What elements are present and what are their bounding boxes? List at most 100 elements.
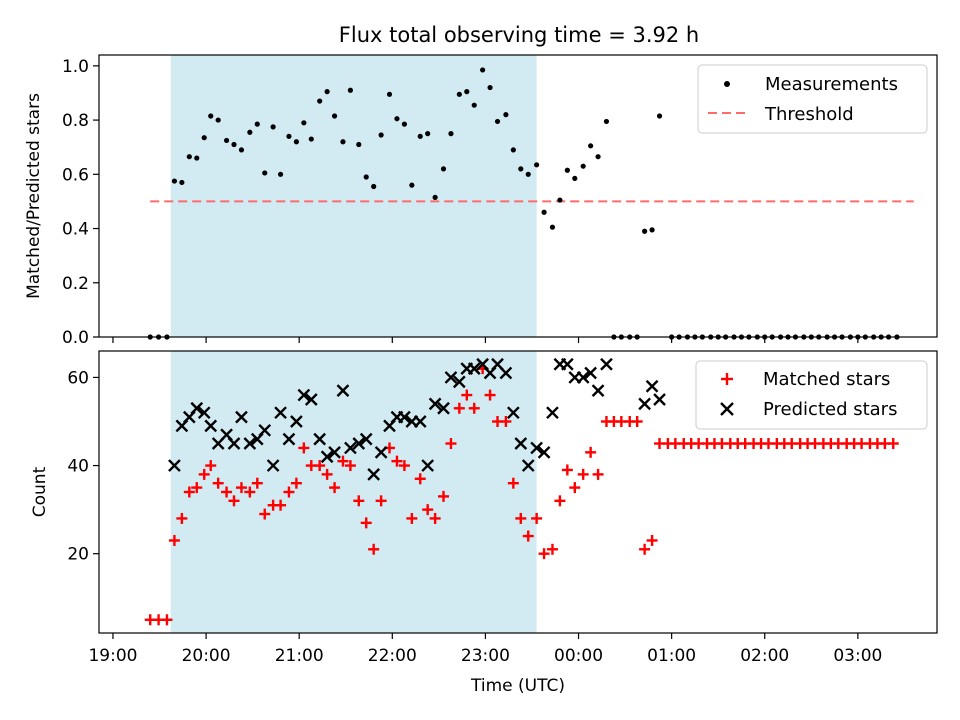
matched-star-point <box>176 512 188 524</box>
matched-star-point <box>515 512 527 524</box>
x-tick-label: 19:00 <box>88 646 137 666</box>
measurement-point <box>541 209 547 215</box>
predicted-star-point <box>168 459 181 472</box>
bottom-x-ticks: 19:00 20:00 21:00 22:00 23:00 00:00 01:00 02:00… <box>88 633 882 666</box>
matched-star-point <box>321 468 333 480</box>
measurement-point <box>254 121 260 127</box>
measurement-point <box>440 166 447 172</box>
predicted-star-point <box>190 401 204 415</box>
measurement-point <box>603 118 610 125</box>
predicted-star-point <box>584 366 597 380</box>
matched-star-point <box>522 530 534 542</box>
predicted-star-point <box>514 437 528 450</box>
measurement-point <box>179 179 185 186</box>
measurement-point <box>301 120 307 126</box>
matched-star-point <box>429 512 441 524</box>
measurement-point <box>642 228 648 234</box>
bottom-panel: 20 40 60 19:00 20:00 21:00 22:00 23:00 00:00 01:… <box>30 350 938 696</box>
measurement-point <box>340 139 346 145</box>
measurement-point <box>262 170 268 176</box>
predicted-star-point <box>467 362 481 375</box>
measurement-point <box>293 139 299 145</box>
measurement-point <box>378 132 384 138</box>
bottom-y-tick-label: 20 <box>67 545 89 565</box>
predicted-star-point <box>336 384 350 398</box>
bottom-y-ticks: 20 40 60 <box>67 368 99 565</box>
measurement-point <box>432 194 438 200</box>
legend-predicted-label: Predicted stars <box>763 399 897 420</box>
measurement-point <box>471 102 477 108</box>
matched-star-point <box>161 614 173 626</box>
predicted-star-point <box>653 393 666 406</box>
measurement-point <box>394 116 400 122</box>
measurement-point <box>286 133 292 139</box>
measurement-point <box>231 141 237 148</box>
predicted-star-point <box>638 397 651 411</box>
measurement-point <box>208 113 214 119</box>
x-tick-label: 23:00 <box>461 646 510 666</box>
matched-star-point <box>198 468 210 480</box>
matched-star-point <box>221 486 233 498</box>
measurement-point <box>317 98 323 104</box>
measurement-point <box>270 124 276 130</box>
matched-star-point <box>314 460 326 472</box>
predicted-star-point <box>367 468 381 481</box>
measurement-point <box>371 183 377 190</box>
predicted-star-point <box>304 393 318 406</box>
matched-star-point <box>406 512 418 524</box>
top-y-tick-label: 0.4 <box>62 220 89 240</box>
measurement-point <box>448 131 454 137</box>
measurement-point <box>494 118 501 125</box>
matched-star-point <box>538 548 550 560</box>
top-y-axis-label: Matched/Predicted stars <box>24 93 44 299</box>
measurement-point <box>363 174 369 180</box>
bottom-axes-frame <box>98 350 938 634</box>
matched-star-point <box>329 482 341 494</box>
matched-star-point <box>191 482 203 494</box>
bottom-legend: Matched stars Predicted stars <box>695 360 928 430</box>
measurement-point <box>277 171 284 177</box>
measurement-point <box>347 87 353 93</box>
predicted-star-point <box>437 401 450 415</box>
x-tick-label: 00:00 <box>554 646 603 666</box>
predicted-star-point <box>576 371 590 384</box>
matched-star-point <box>468 402 480 414</box>
matched-star-point <box>244 486 256 498</box>
matched-star-point <box>639 543 651 555</box>
bottom-y-tick-label: 40 <box>67 457 89 477</box>
matched-star-point <box>228 495 240 507</box>
predicted-star-point <box>243 437 257 450</box>
measurement-point <box>171 178 178 184</box>
matched-star-point <box>546 543 558 555</box>
predicted-star-point <box>204 419 218 433</box>
predicted-star-point <box>352 437 366 450</box>
predicted-star-point <box>235 410 248 424</box>
measurement-point <box>386 91 393 97</box>
predicted-star-point <box>591 384 605 398</box>
matched-star-point <box>631 416 643 427</box>
predicted-star-point <box>258 423 272 437</box>
x-axis-label: Time (UTC) <box>470 676 565 696</box>
matched-star-point <box>183 486 195 498</box>
matched-star-point <box>484 389 496 401</box>
measurement-point <box>409 182 415 188</box>
x-tick-label: 20:00 <box>182 646 231 666</box>
measurement-point <box>417 133 423 139</box>
matched-star-point <box>275 499 287 511</box>
predicted-star-point <box>600 357 613 371</box>
measurement-point <box>557 197 563 203</box>
measurement-point <box>525 171 531 177</box>
measurement-point <box>572 175 578 181</box>
predicted-star-point <box>297 388 311 402</box>
top-y-tick-label: 0.6 <box>62 165 89 185</box>
predicted-star-point <box>521 459 535 472</box>
measurement-point <box>595 154 601 160</box>
matched-star-point <box>205 460 217 472</box>
matched-star-point <box>414 473 426 485</box>
predicted-star-point <box>452 375 466 389</box>
measurement-point <box>588 143 594 149</box>
top-x-ticks <box>112 337 859 343</box>
predicted-star-point <box>506 406 520 420</box>
predicted-star-point <box>282 432 296 446</box>
top-legend-box <box>697 64 928 134</box>
